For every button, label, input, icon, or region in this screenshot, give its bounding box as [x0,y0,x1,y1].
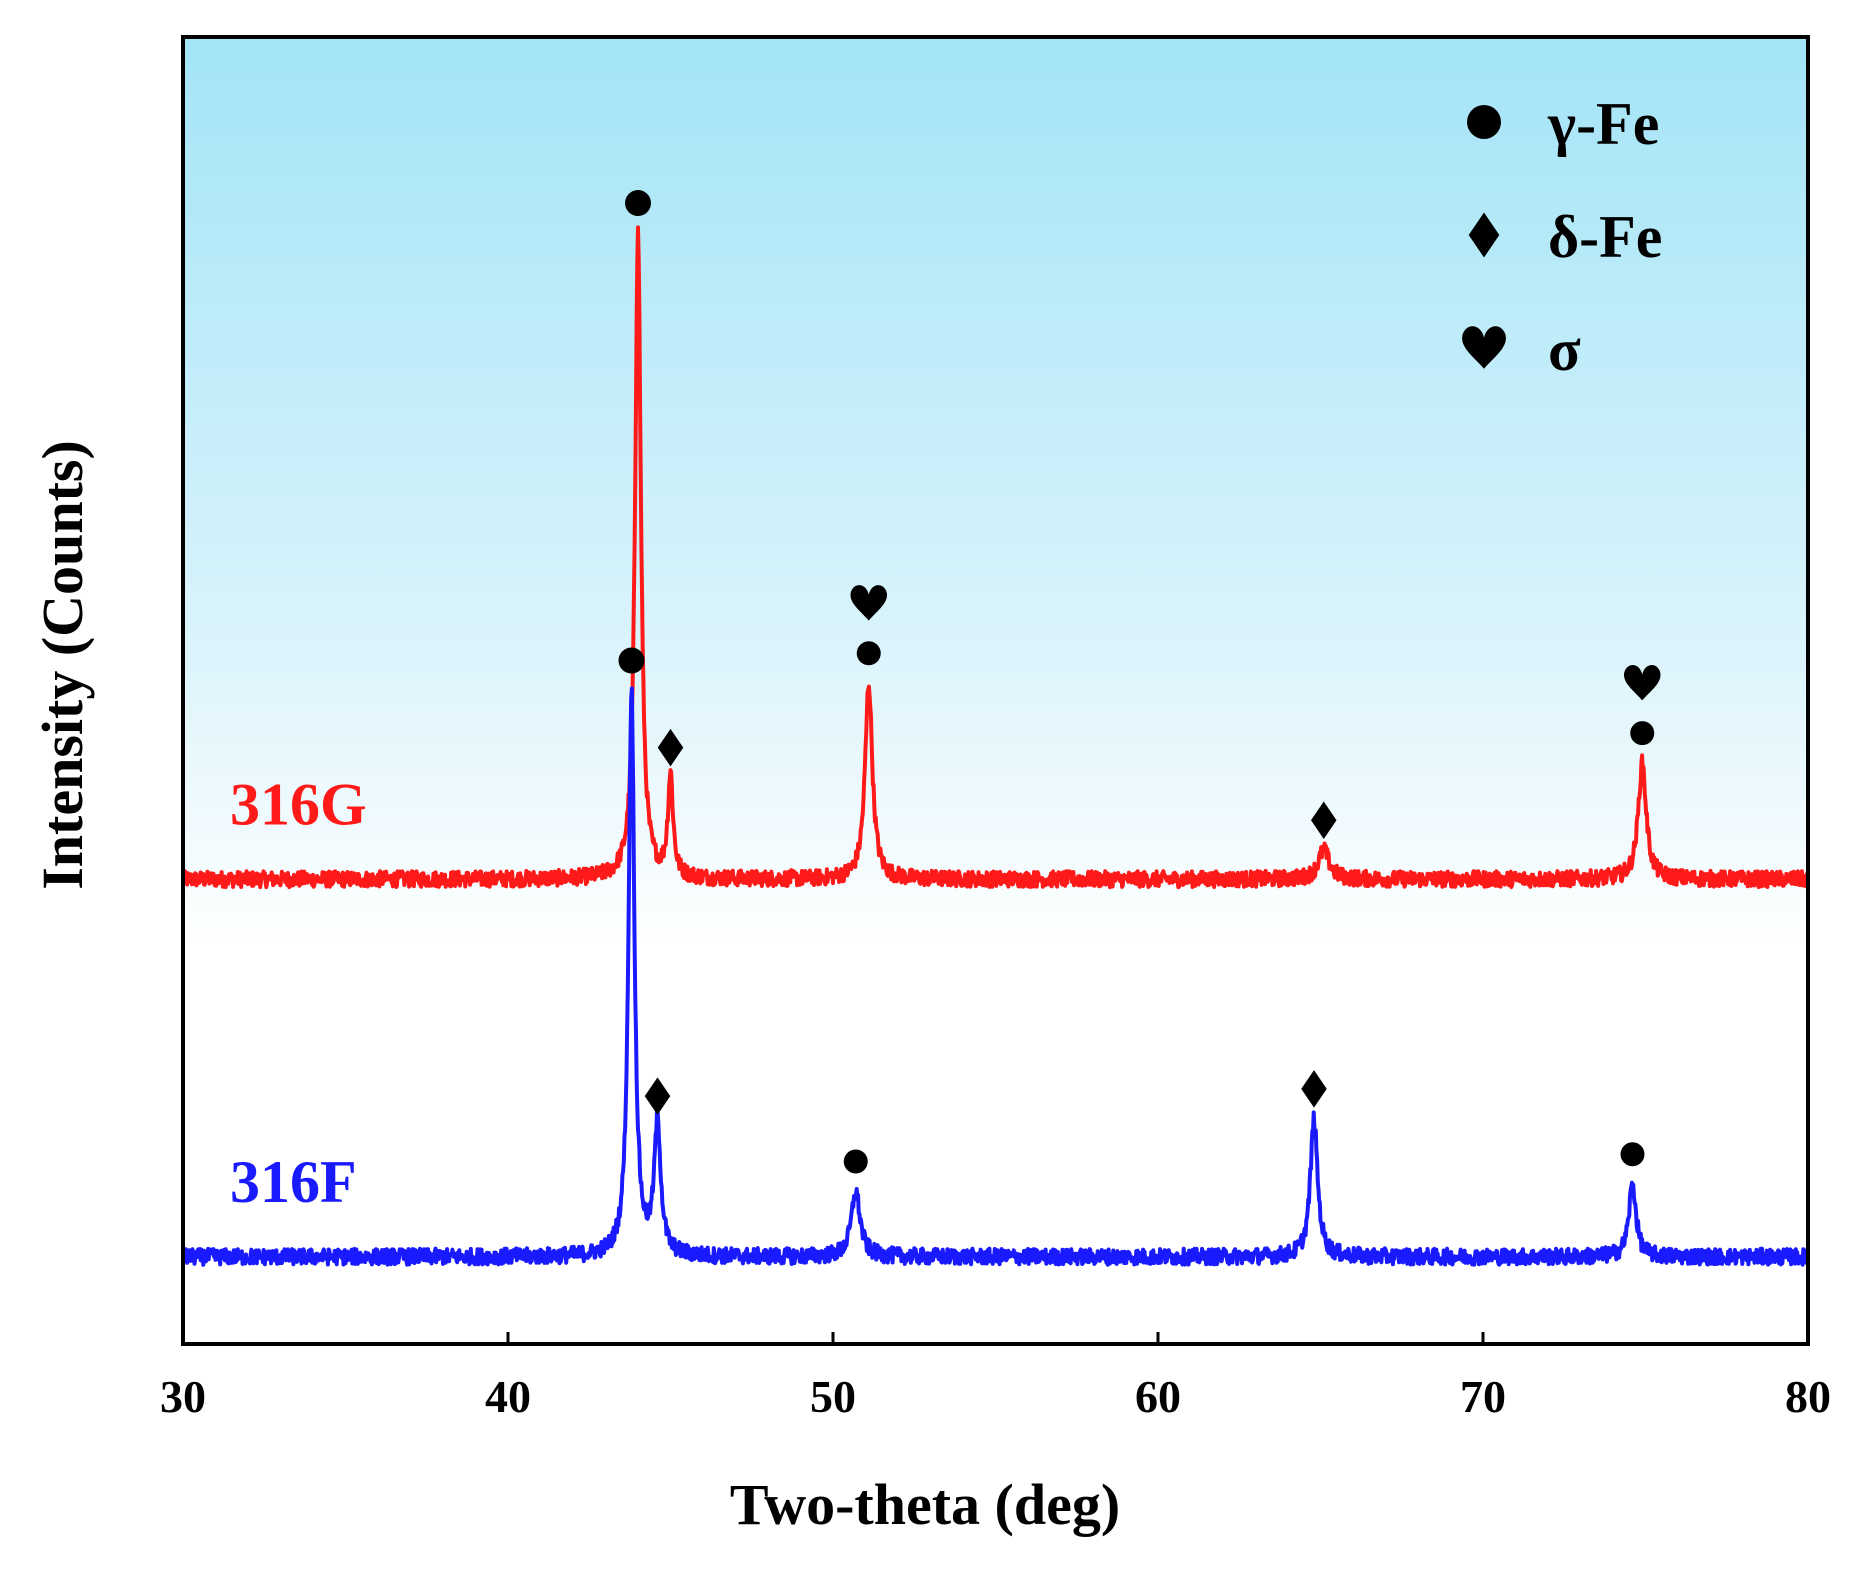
legend-heart-icon [1462,326,1506,369]
sigma-heart-marker [1623,664,1661,701]
series-label-layer: 316G 316F [230,771,367,1215]
gamma-fe-circle-marker [843,1149,868,1174]
gamma-fe-circle-marker [625,190,651,217]
legend-label: δ-Fe [1548,204,1662,270]
legend-label: γ-Fe [1547,91,1659,157]
x-axis-title: Two-theta (deg) [730,1472,1120,1537]
marker-layer [618,190,1661,1174]
x-tick-label: 60 [1135,1371,1181,1422]
delta-fe-diamond-marker [1301,1070,1327,1108]
series-label-316F: 316F [230,1149,357,1215]
legend-label: σ [1548,317,1581,383]
gamma-fe-circle-marker [1620,1142,1645,1167]
x-axis-ticks: 30 40 50 60 70 80 [160,1332,1831,1422]
gamma-fe-circle-marker [1630,721,1655,746]
series-line-316G [183,225,1808,890]
x-tick-label: 70 [1460,1371,1506,1422]
series-line-316F [183,686,1808,1267]
x-tick-label: 40 [485,1371,531,1422]
delta-fe-diamond-marker [657,728,684,767]
x-tick-label: 50 [810,1371,856,1422]
y-axis-title: Intensity (Counts) [30,440,95,890]
plot-background [183,37,1808,1344]
legend-diamond-icon [1468,212,1500,258]
sigma-heart-marker [850,585,888,621]
delta-fe-diamond-marker [644,1077,671,1115]
delta-fe-diamond-marker [1311,801,1337,839]
series-layer [183,225,1808,1267]
gamma-fe-circle-marker [618,647,645,674]
gamma-fe-circle-marker [856,641,881,666]
series-label-316G: 316G [230,771,367,837]
x-tick-label: 80 [1785,1371,1831,1422]
legend-circle-icon [1467,105,1501,139]
plot-frame [181,35,1810,1346]
x-tick-label: 30 [160,1371,206,1422]
legend: γ-Fe δ-Fe σ [1462,91,1662,383]
